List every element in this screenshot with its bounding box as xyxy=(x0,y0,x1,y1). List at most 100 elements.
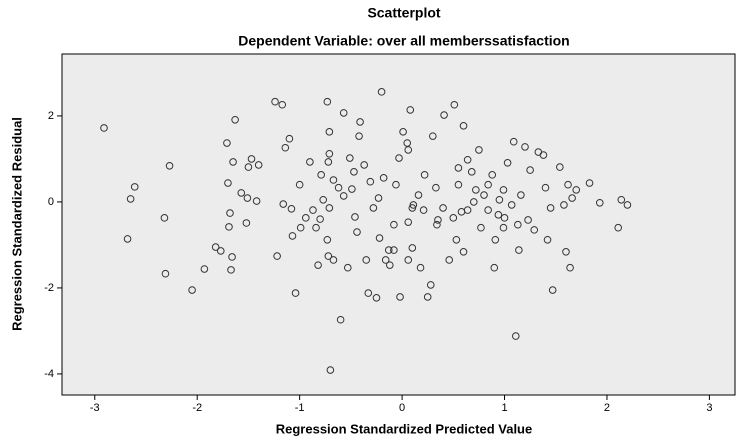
y-tick-label: 0 xyxy=(48,196,54,208)
point xyxy=(511,332,520,340)
point xyxy=(165,162,174,170)
point xyxy=(396,293,404,301)
point xyxy=(229,158,237,166)
point xyxy=(491,235,500,244)
point xyxy=(369,204,378,212)
point xyxy=(319,195,328,204)
point xyxy=(350,168,358,176)
point xyxy=(514,220,522,229)
point xyxy=(243,194,252,202)
point xyxy=(484,180,492,189)
point xyxy=(372,294,381,302)
point xyxy=(404,256,413,264)
point xyxy=(614,223,623,232)
point xyxy=(568,194,576,202)
point xyxy=(334,183,343,192)
point xyxy=(247,155,256,163)
point xyxy=(100,124,108,132)
point xyxy=(227,266,235,274)
point xyxy=(366,177,375,186)
point xyxy=(312,223,320,232)
point xyxy=(323,97,332,106)
point xyxy=(188,286,196,294)
point xyxy=(360,161,368,169)
point xyxy=(463,155,472,164)
point xyxy=(560,201,568,209)
point xyxy=(362,256,371,264)
point xyxy=(287,205,296,213)
point xyxy=(469,198,478,206)
point xyxy=(494,211,503,219)
point xyxy=(325,204,334,212)
chart-subtitle: Dependent Variable: over all memberssati… xyxy=(238,33,569,49)
point xyxy=(385,261,394,269)
point xyxy=(499,186,508,194)
point xyxy=(329,256,338,264)
point xyxy=(374,194,383,202)
y-tick-label: 2 xyxy=(48,110,54,122)
point xyxy=(524,216,532,224)
point xyxy=(556,163,564,171)
point xyxy=(477,223,485,232)
point xyxy=(316,215,324,223)
point xyxy=(420,171,429,179)
point xyxy=(351,213,359,221)
point xyxy=(526,166,534,174)
point xyxy=(324,252,333,260)
point xyxy=(323,235,332,244)
point xyxy=(273,252,281,260)
point xyxy=(336,315,345,324)
point xyxy=(379,174,388,182)
point xyxy=(623,201,632,209)
point xyxy=(406,106,415,114)
point xyxy=(399,128,407,136)
point xyxy=(295,180,304,189)
point xyxy=(228,253,236,261)
point xyxy=(339,109,348,117)
point xyxy=(343,263,352,272)
point xyxy=(419,206,428,214)
point xyxy=(200,265,209,273)
point xyxy=(123,235,132,243)
point xyxy=(467,168,476,176)
y-tick-label: -2 xyxy=(44,282,54,294)
point xyxy=(244,163,253,171)
point xyxy=(226,209,234,217)
point xyxy=(395,154,403,162)
point xyxy=(356,118,364,126)
point xyxy=(390,246,398,254)
point xyxy=(530,226,539,234)
point xyxy=(429,132,437,140)
point xyxy=(211,243,220,251)
point xyxy=(416,263,425,272)
x-tick-label: -2 xyxy=(192,402,202,414)
point xyxy=(409,201,418,209)
x-tick-label: 1 xyxy=(501,402,507,414)
point xyxy=(449,214,458,222)
x-tick-label: 3 xyxy=(706,402,712,414)
point xyxy=(463,206,472,214)
y-axis-label: Regression Standardized Residual xyxy=(9,117,24,331)
point xyxy=(223,139,231,147)
point xyxy=(237,189,246,197)
point xyxy=(546,204,555,212)
y-tick-label: -4 xyxy=(44,368,54,380)
point xyxy=(329,176,338,184)
point xyxy=(490,263,499,272)
point xyxy=(346,154,354,162)
point xyxy=(224,179,232,187)
point xyxy=(390,220,398,229)
point xyxy=(521,143,529,151)
point xyxy=(216,247,225,255)
point xyxy=(355,132,363,140)
point xyxy=(130,183,139,191)
point xyxy=(459,248,468,256)
point xyxy=(301,214,310,222)
point xyxy=(414,191,423,199)
point xyxy=(384,246,393,254)
point xyxy=(433,220,441,229)
point xyxy=(539,151,548,159)
point xyxy=(450,100,459,109)
point xyxy=(500,214,509,222)
